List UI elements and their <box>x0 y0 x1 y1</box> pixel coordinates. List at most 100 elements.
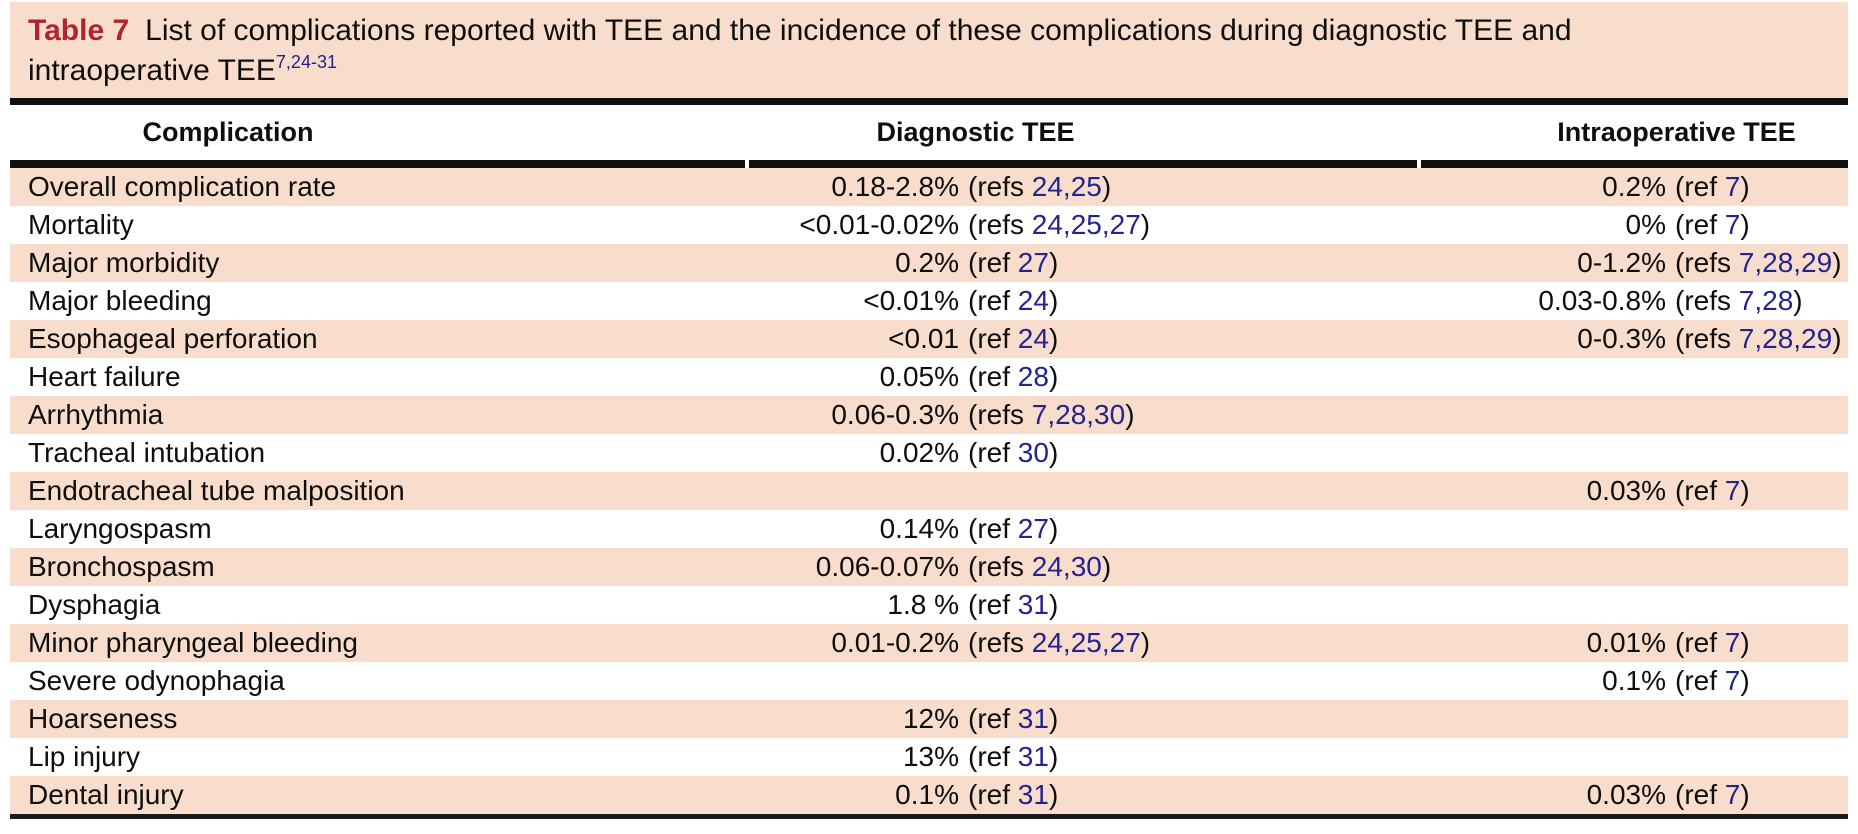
complication-label: Heart failure <box>28 361 181 392</box>
diagnostic-value: <0.01% <box>863 285 959 316</box>
complication-label: Esophageal perforation <box>28 323 318 354</box>
complication-label: Dental injury <box>28 779 184 810</box>
diagnostic-value: 0.18-2.8% <box>831 171 959 202</box>
citation-link[interactable]: 24 <box>1017 323 1049 354</box>
citation-link[interactable]: 7 <box>1724 209 1741 240</box>
header-rule <box>10 160 1848 168</box>
table-row: Laryngospasm 0.14% (ref 27) <box>10 510 1848 548</box>
intraoperative-refs: (ref 7) <box>1675 171 1750 202</box>
diagnostic-value: 0.01-0.2% <box>831 627 959 658</box>
complication-label: Laryngospasm <box>28 513 212 544</box>
caption-citation-links[interactable]: 7,24-31 <box>275 52 337 72</box>
citation-link[interactable]: 31 <box>1017 779 1049 810</box>
citation-link[interactable]: 24,25,27 <box>1031 209 1141 240</box>
complication-label: Bronchospasm <box>28 551 215 582</box>
citation-link[interactable]: 7 <box>1724 171 1741 202</box>
table-body: Overall complication rate 0.18-2.8% (ref… <box>10 168 1848 814</box>
table-header-row: Complication Diagnostic TEE Intraoperati… <box>10 105 1848 160</box>
intraoperative-refs: (ref 7) <box>1675 779 1750 810</box>
table-row: Severe odynophagia 0.1% (ref 7) <box>10 662 1848 700</box>
intraoperative-value: 0% <box>1625 209 1666 240</box>
intraoperative-value: 0.01% <box>1586 627 1666 658</box>
intraoperative-refs: (refs 7,28) <box>1675 285 1803 316</box>
citation-link[interactable]: 7,28,30 <box>1031 399 1126 430</box>
citation-link[interactable]: 7,28,29 <box>1738 323 1833 354</box>
citation-link[interactable]: 24,25,27 <box>1031 627 1141 658</box>
complication-label: Arrhythmia <box>28 399 164 430</box>
citation-link[interactable]: 7 <box>1724 779 1741 810</box>
diagnostic-refs: (ref 24) <box>968 323 1059 354</box>
citation-link[interactable]: 7,28 <box>1738 285 1794 316</box>
bottom-rule <box>10 814 1848 819</box>
complication-label: Hoarseness <box>28 703 178 734</box>
complication-label: Dysphagia <box>28 589 161 620</box>
diagnostic-value: 0.05% <box>879 361 959 392</box>
diagnostic-refs: (ref 31) <box>968 741 1059 772</box>
caption-text-line1: List of complications reported with TEE … <box>145 14 1572 47</box>
complication-label: Lip injury <box>28 741 141 772</box>
citation-link[interactable]: 31 <box>1017 703 1049 734</box>
diagnostic-refs: (ref 28) <box>968 361 1059 392</box>
intraoperative-value: 0-0.3% <box>1577 323 1666 354</box>
diagnostic-value: 12% <box>902 703 959 734</box>
intraoperative-refs: (ref 7) <box>1675 627 1750 658</box>
intraoperative-value: 0.03-0.8% <box>1538 285 1666 316</box>
diagnostic-refs: (ref 31) <box>968 779 1059 810</box>
citation-link[interactable]: 27 <box>1017 513 1049 544</box>
column-header-complication: Complication <box>142 117 314 147</box>
diagnostic-value: 13% <box>902 741 959 772</box>
intraoperative-value: 0.03% <box>1586 475 1666 506</box>
diagnostic-refs: (ref 31) <box>968 703 1059 734</box>
top-rule <box>10 98 1848 105</box>
citation-link[interactable]: 7,28,29 <box>1738 247 1833 278</box>
table-row: Tracheal intubation 0.02% (ref 30) <box>10 434 1848 472</box>
diagnostic-refs: (ref 24) <box>968 285 1059 316</box>
complication-label: Overall complication rate <box>28 171 337 202</box>
citation-link[interactable]: 30 <box>1017 437 1049 468</box>
table-caption: Table 7 List of complications reported wi… <box>10 2 1848 98</box>
intraoperative-refs: (ref 7) <box>1675 665 1750 696</box>
table-row: Minor pharyngeal bleeding 0.01-0.2% (ref… <box>10 624 1848 662</box>
table-row: Endotracheal tube malposition 0.03% (ref… <box>10 472 1848 510</box>
citation-link[interactable]: 28 <box>1017 361 1049 392</box>
citation-link[interactable]: 7 <box>1724 627 1741 658</box>
diagnostic-value: <0.01 <box>888 323 959 354</box>
intraoperative-value: 0-1.2% <box>1577 247 1666 278</box>
table-row: Dysphagia 1.8 % (ref 31) <box>10 586 1848 624</box>
table-row: Major bleeding <0.01% (ref 24) 0.03-0.8%… <box>10 282 1848 320</box>
rule-gap <box>1417 160 1421 168</box>
table-row: Dental injury 0.1% (ref 31) 0.03% (ref 7… <box>10 776 1848 814</box>
diagnostic-value: <0.01-0.02% <box>799 209 959 240</box>
citation-link[interactable]: 24 <box>1017 285 1049 316</box>
citation-link[interactable]: 31 <box>1017 589 1049 620</box>
column-header-intraoperative-tee: Intraoperative TEE <box>1557 117 1796 147</box>
diagnostic-refs: (refs 24,30) <box>968 551 1112 582</box>
citation-link[interactable]: 24,30 <box>1031 551 1102 582</box>
citation-link[interactable]: 7 <box>1724 475 1741 506</box>
complication-label: Tracheal intubation <box>28 437 266 468</box>
diagnostic-refs: (ref 27) <box>968 513 1059 544</box>
intraoperative-refs: (ref 7) <box>1675 475 1750 506</box>
complication-label: Mortality <box>28 209 134 240</box>
citation-link[interactable]: 31 <box>1017 741 1049 772</box>
table-row: Bronchospasm 0.06-0.07% (refs 24,30) <box>10 548 1848 586</box>
table-sheet: Table 7 List of complications reported wi… <box>10 2 1848 819</box>
diagnostic-value: 0.06-0.3% <box>831 399 959 430</box>
rule-gap <box>745 160 749 168</box>
citation-link[interactable]: 27 <box>1017 247 1049 278</box>
diagnostic-value: 0.1% <box>895 779 959 810</box>
table-row: Hoarseness 12% (ref 31) <box>10 700 1848 738</box>
citation-link[interactable]: 7 <box>1724 665 1741 696</box>
table-row: Mortality <0.01-0.02% (refs 24,25,27) 0%… <box>10 206 1848 244</box>
diagnostic-value: 0.2% <box>895 247 959 278</box>
table-row: Overall complication rate 0.18-2.8% (ref… <box>10 168 1848 206</box>
citation-link[interactable]: 24,25 <box>1031 171 1102 202</box>
intraoperative-refs: (refs 7,28,29) <box>1675 247 1842 278</box>
diagnostic-refs: (refs 24,25,27) <box>968 627 1151 658</box>
complication-label: Major morbidity <box>28 247 220 278</box>
table-row: Heart failure 0.05% (ref 28) <box>10 358 1848 396</box>
table-row: Esophageal perforation <0.01 (ref 24) 0-… <box>10 320 1848 358</box>
intraoperative-value: 0.1% <box>1602 665 1666 696</box>
complication-label: Severe odynophagia <box>28 665 285 696</box>
